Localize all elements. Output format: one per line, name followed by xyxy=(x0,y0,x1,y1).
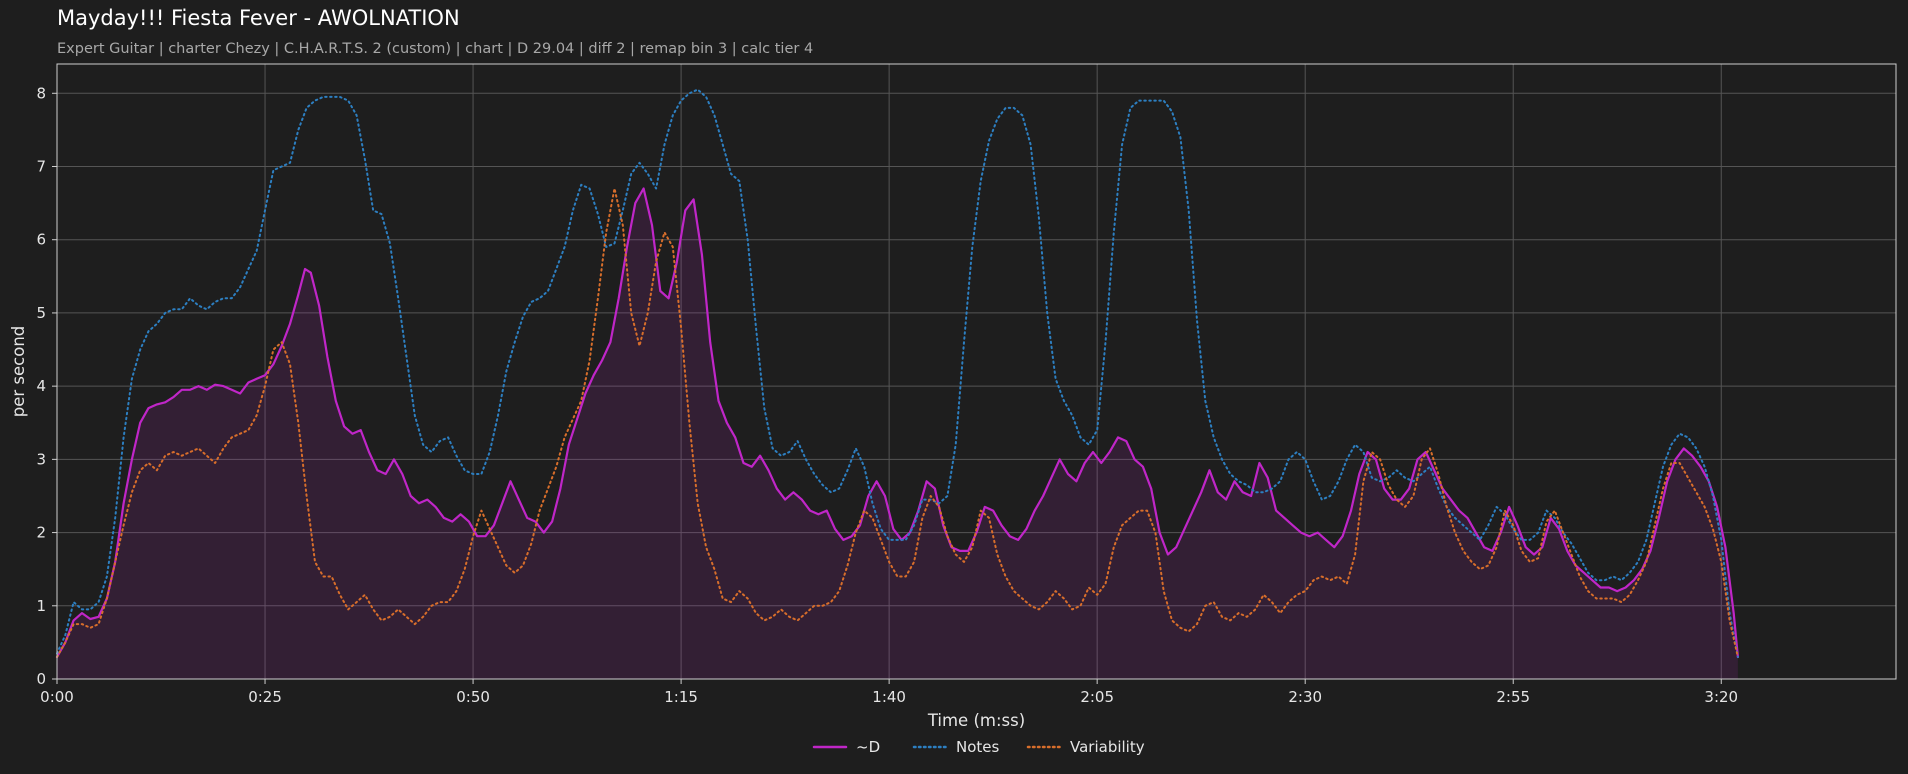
series-line-0 xyxy=(55,187,1739,659)
legend: ~D Notes Variability xyxy=(812,738,1145,756)
x-tick-label: 0:50 xyxy=(456,688,490,706)
area-fill xyxy=(57,188,1738,679)
y-tick-label: 5 xyxy=(36,304,46,322)
y-tick-label: 7 xyxy=(36,158,46,176)
x-tick-label: 0:25 xyxy=(248,688,282,706)
x-tick-label: 2:30 xyxy=(1288,688,1322,706)
axis-ticks: 0:00 0:25 0:50 1:15 1:40 2:05 2:30 2:55 3:20 0 1 2 3… xyxy=(36,84,1738,706)
series-lines xyxy=(55,88,1739,659)
x-tick-label: 2:05 xyxy=(1080,688,1114,706)
legend-label: Variability xyxy=(1070,738,1145,756)
y-axis-label: per second xyxy=(9,326,28,418)
x-tick-label: 1:15 xyxy=(664,688,698,706)
series-area-fill xyxy=(57,188,1738,679)
y-tick-label: 2 xyxy=(36,524,46,542)
y-tick-label: 8 xyxy=(36,84,46,102)
y-tick-label: 3 xyxy=(36,450,46,468)
plot-frame xyxy=(56,63,1897,680)
y-tick-label: 4 xyxy=(36,377,46,395)
series-line-1 xyxy=(56,88,1739,658)
legend-label: Notes xyxy=(956,738,1000,756)
y-tick-label: 1 xyxy=(36,597,46,615)
chart-title: Mayday!!! Fiesta Fever - AWOLNATION xyxy=(57,6,460,30)
chart-subtitle: Expert Guitar | charter Chezy | C.H.A.R.… xyxy=(57,41,814,57)
legend-label: ~D xyxy=(856,738,880,756)
y-tick-label: 0 xyxy=(36,670,46,688)
y-tick-label: 6 xyxy=(36,231,46,249)
x-axis-label: Time (m:ss) xyxy=(927,711,1025,730)
series-line-2 xyxy=(56,187,1739,658)
x-tick-label: 2:55 xyxy=(1496,688,1530,706)
x-tick-label: 3:20 xyxy=(1704,688,1738,706)
x-tick-label: 1:40 xyxy=(872,688,906,706)
x-tick-label: 0:00 xyxy=(40,688,74,706)
